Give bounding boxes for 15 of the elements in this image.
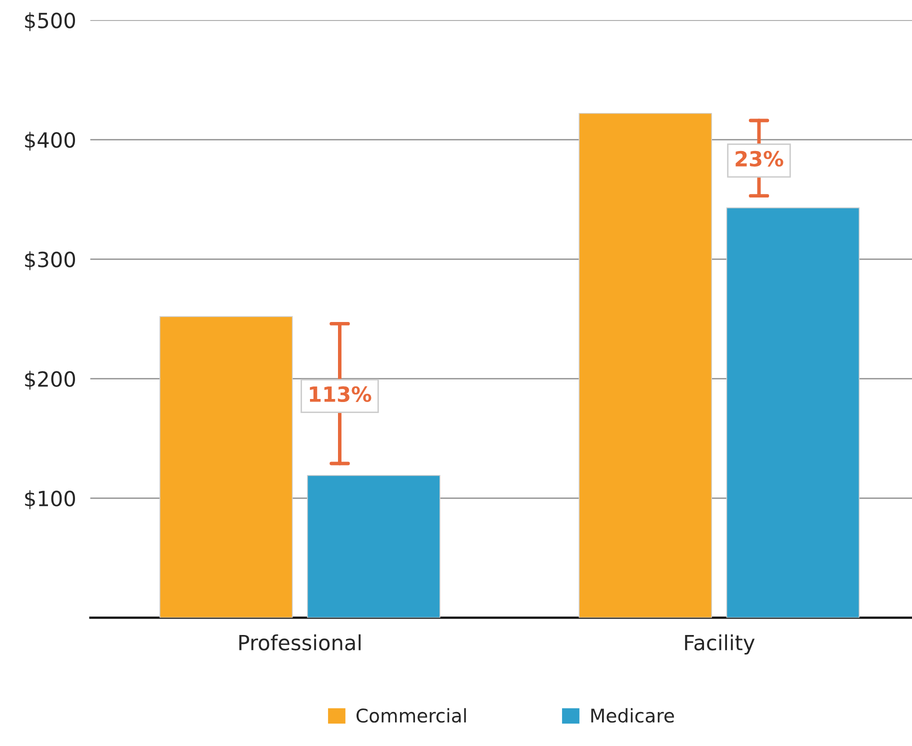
legend-label: Commercial (356, 708, 466, 723)
annotation: 113% (310, 386, 372, 402)
bar (726, 207, 860, 618)
y-tick-label: $500 (25, 12, 76, 32)
y-tick-label: $400 (25, 132, 76, 151)
legend-label: Medicare (591, 708, 674, 723)
y-tick-label: $100 (25, 490, 76, 510)
bar (159, 316, 293, 618)
annotation: 23% (736, 150, 784, 167)
bar (307, 475, 440, 618)
x-tick-label: Professional (239, 634, 361, 650)
y-tick-label: $300 (25, 251, 76, 270)
x-tick-label: Facility (685, 634, 755, 655)
y-tick-label: $200 (25, 370, 76, 390)
bar (578, 112, 712, 618)
